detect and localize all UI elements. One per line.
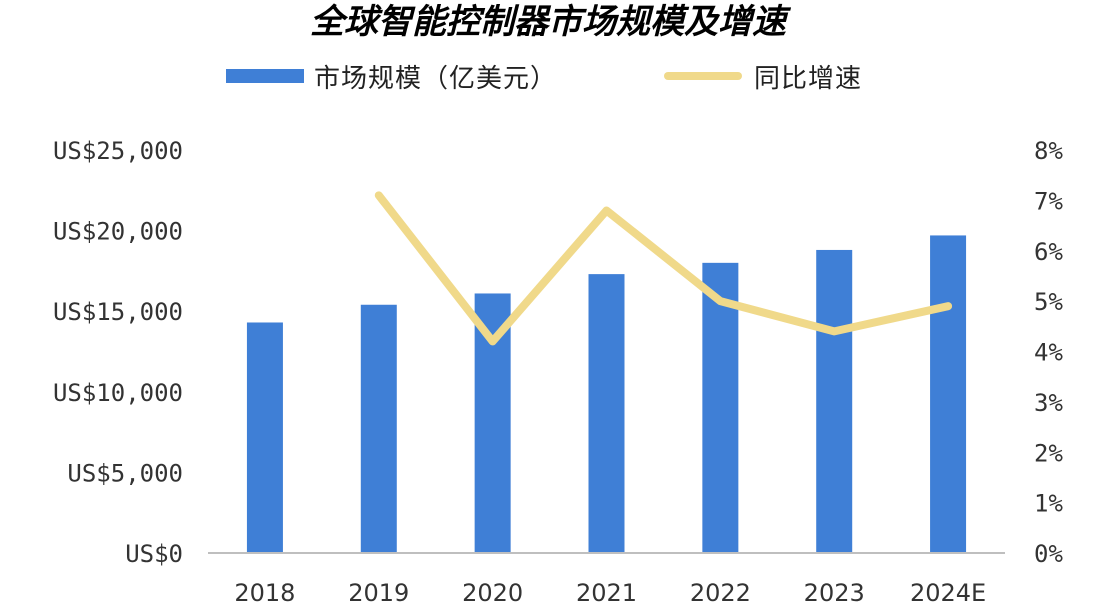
- bar-2024E: [930, 235, 967, 553]
- x-tick-label: 2019: [348, 579, 409, 607]
- right-tick-label: 7%: [1034, 187, 1063, 215]
- left-tick-label: US$0: [125, 540, 183, 568]
- legend-item-growth: 同比增速: [664, 58, 862, 94]
- bar-2023: [816, 249, 853, 553]
- bar-2021: [588, 274, 625, 553]
- bar-2019: [360, 304, 397, 553]
- left-tick-label: US$25,000: [53, 137, 183, 165]
- left-tick-label: US$10,000: [53, 379, 183, 407]
- right-tick-label: 3%: [1034, 389, 1063, 417]
- legend: 市场规模（亿美元） 同比增速: [0, 58, 1096, 94]
- legend-label-growth: 同比增速: [754, 63, 863, 94]
- right-tick-label: 1%: [1034, 490, 1063, 518]
- left-tick-label: US$15,000: [53, 298, 183, 326]
- x-tick-label: 2021: [576, 579, 637, 607]
- bar-2022: [702, 262, 739, 553]
- right-tick-label: 6%: [1034, 238, 1063, 266]
- chart-title: 全球智能控制器市场规模及增速: [310, 2, 786, 42]
- right-tick-label: 2%: [1034, 439, 1063, 467]
- growth-line: [374, 191, 953, 346]
- right-tick-label: 4%: [1034, 339, 1063, 367]
- legend-item-market-size: 市场规模（亿美元）: [226, 58, 557, 94]
- bar-2018: [246, 322, 283, 553]
- legend-label-market-size: 市场规模（亿美元）: [314, 63, 558, 94]
- right-tick-label: 0%: [1034, 540, 1063, 568]
- left-tick-label: US$5,000: [67, 459, 183, 487]
- left-tick-label: US$20,000: [53, 218, 183, 246]
- x-tick-label: 2022: [690, 579, 751, 607]
- legend-swatch-bar: [226, 69, 304, 83]
- x-tick-label: 2018: [234, 579, 295, 607]
- x-tick-label: 2020: [462, 579, 523, 607]
- legend-swatch-line: [664, 72, 742, 80]
- right-tick-label: 8%: [1034, 137, 1063, 165]
- x-tick-label: 2024E: [910, 579, 986, 607]
- right-tick-label: 5%: [1034, 288, 1063, 316]
- x-tick-label: 2023: [804, 579, 865, 607]
